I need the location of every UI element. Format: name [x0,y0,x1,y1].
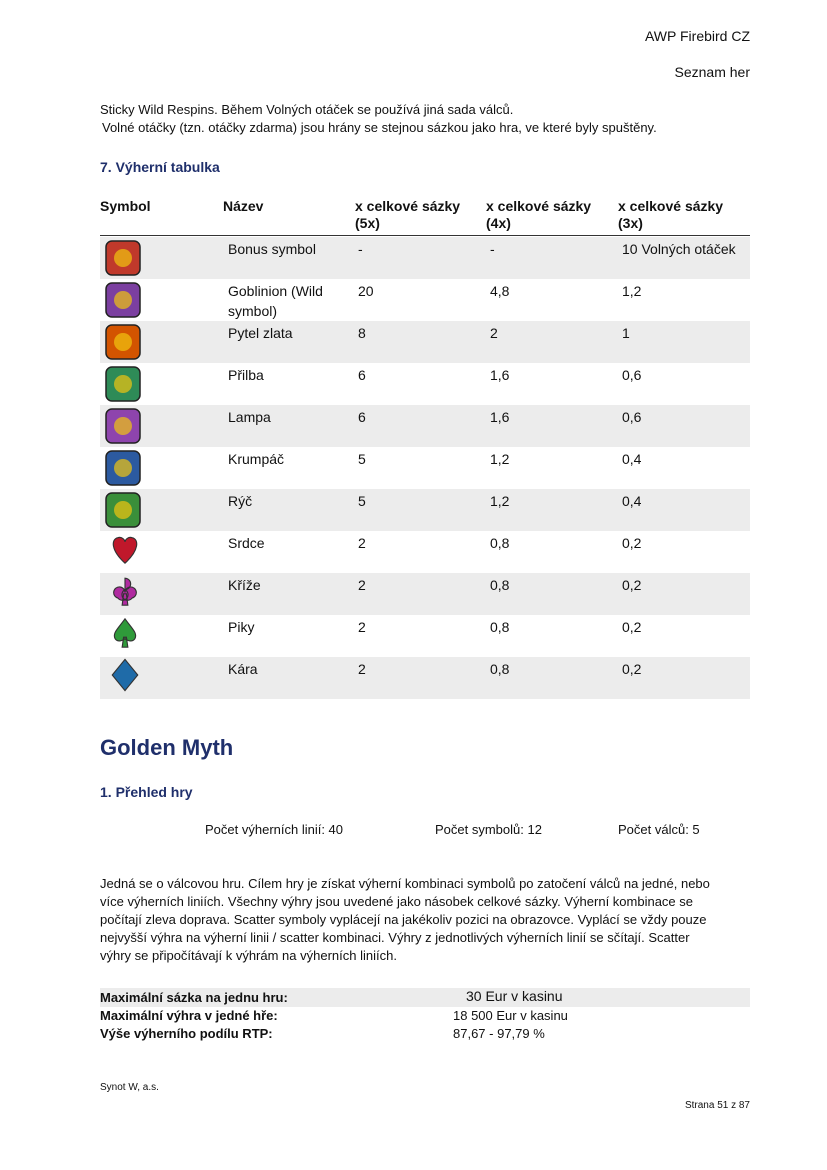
cell: Krumpáč [228,451,285,467]
intro-line: Volné otáčky (tzn. otáčky zdarma) jsou h… [102,120,657,135]
symbol-icon [103,448,143,491]
cell: 0,4 [622,451,642,467]
fact: Počet symbolů: 12 [435,822,542,837]
cell: Kříže [228,577,261,593]
row-bg [100,321,750,363]
section-heading: 7. Výherní tabulka [100,159,220,175]
column-header: Název [223,198,264,214]
cell: 1,2 [490,493,510,509]
symbol-icon [103,238,143,281]
cell: Pytel zlata [228,325,293,341]
summary-row-bg [100,988,750,1007]
header-company: AWP Firebird CZ [644,28,750,44]
cell: 1,6 [490,367,510,383]
description-line: výhry se připočítávají k výhrám na výher… [100,948,397,963]
cell: 0,2 [622,661,642,677]
cell: 0,8 [490,619,510,635]
cell: 0,4 [622,493,642,509]
symbol-icon [108,532,142,569]
cell: 20 [358,283,374,299]
cell: 8 [358,325,366,341]
summary-value: 87,67 - 97,79 % [453,1026,545,1041]
cell: 1 [622,325,630,341]
cell: 5 [358,493,366,509]
cell: 2 [490,325,498,341]
symbol-icon [103,406,143,449]
symbol-icon [103,490,143,533]
summary-value: 18 500 Eur v kasinu [453,1008,568,1023]
cell: 10 Volných otáček [622,241,736,257]
description-line: počítají zleva doprava. Scatter symboly … [100,912,707,927]
cell: 2 [358,619,366,635]
column-header: x celkové sázky (3x) [618,198,724,231]
footer-page: Strana 51 z 87 [684,1100,750,1111]
summary-label: Maximální sázka na jednu hru: [100,990,288,1005]
row-bg [100,237,750,279]
cell: 0,2 [622,535,642,551]
cell: Goblinion (Wild symbol) [228,283,323,319]
cell: 0,2 [622,577,642,593]
symbol-icon [108,574,142,611]
cell: 6 [358,367,366,383]
cell: - [358,241,363,257]
cell: 0,8 [490,577,510,593]
cell: 2 [358,661,366,677]
cell: 2 [358,577,366,593]
column-header: x celkové sázky (5x) [355,198,461,231]
cell: 0,8 [490,535,510,551]
symbol-icon [103,322,143,365]
description-line: nejvyšší výhra na výherní linii / scatte… [100,930,690,945]
cell: 0,6 [622,367,642,383]
row-bg [100,573,750,615]
cell: 0,8 [490,661,510,677]
cell: 2 [358,535,366,551]
summary-label: Maximální výhra v jedné hře: [100,1008,278,1023]
footer-company: Synot W, a.s. [100,1082,159,1093]
cell: Přilba [228,367,264,383]
description-line: Jedná se o válcovou hru. Cílem hry je zí… [100,876,710,891]
summary-value: 30 Eur v kasinu [466,988,563,1004]
cell: Piky [228,619,255,635]
cell: 6 [358,409,366,425]
column-header: Symbol [100,198,151,214]
column-header: x celkové sázky (4x) [486,198,592,231]
cell: 1,2 [490,451,510,467]
cell: Srdce [228,535,265,551]
cell: Bonus symbol [228,241,316,257]
overview-heading: 1. Přehled hry [100,784,193,800]
cell: 5 [358,451,366,467]
symbol-icon [103,364,143,407]
cell: - [490,241,495,257]
cell: 1,2 [622,283,642,299]
summary-label: Výše výherního podílu RTP: [100,1026,273,1041]
cell: 1,6 [490,409,510,425]
fact: Počet válců: 5 [618,822,700,837]
symbol-icon [108,658,142,695]
row-bg [100,489,750,531]
cell: 0,6 [622,409,642,425]
description-line: více výherních liniích. Všechny výhry js… [100,894,694,909]
cell: 0,2 [622,619,642,635]
row-bg [100,657,750,699]
header-rule [100,235,750,236]
game-title: Golden Myth [100,735,234,760]
cell: Kára [228,661,258,677]
cell: Rýč [228,493,253,509]
fact: Počet výherních linií: 40 [205,822,344,837]
intro-line: Sticky Wild Respins. Během Volných otáče… [100,102,514,117]
cell: Lampa [228,409,271,425]
cell: 4,8 [490,283,510,299]
header-section: Seznam her [674,64,750,80]
symbol-icon [108,616,142,653]
symbol-icon [103,280,143,323]
row-bg [100,405,750,447]
